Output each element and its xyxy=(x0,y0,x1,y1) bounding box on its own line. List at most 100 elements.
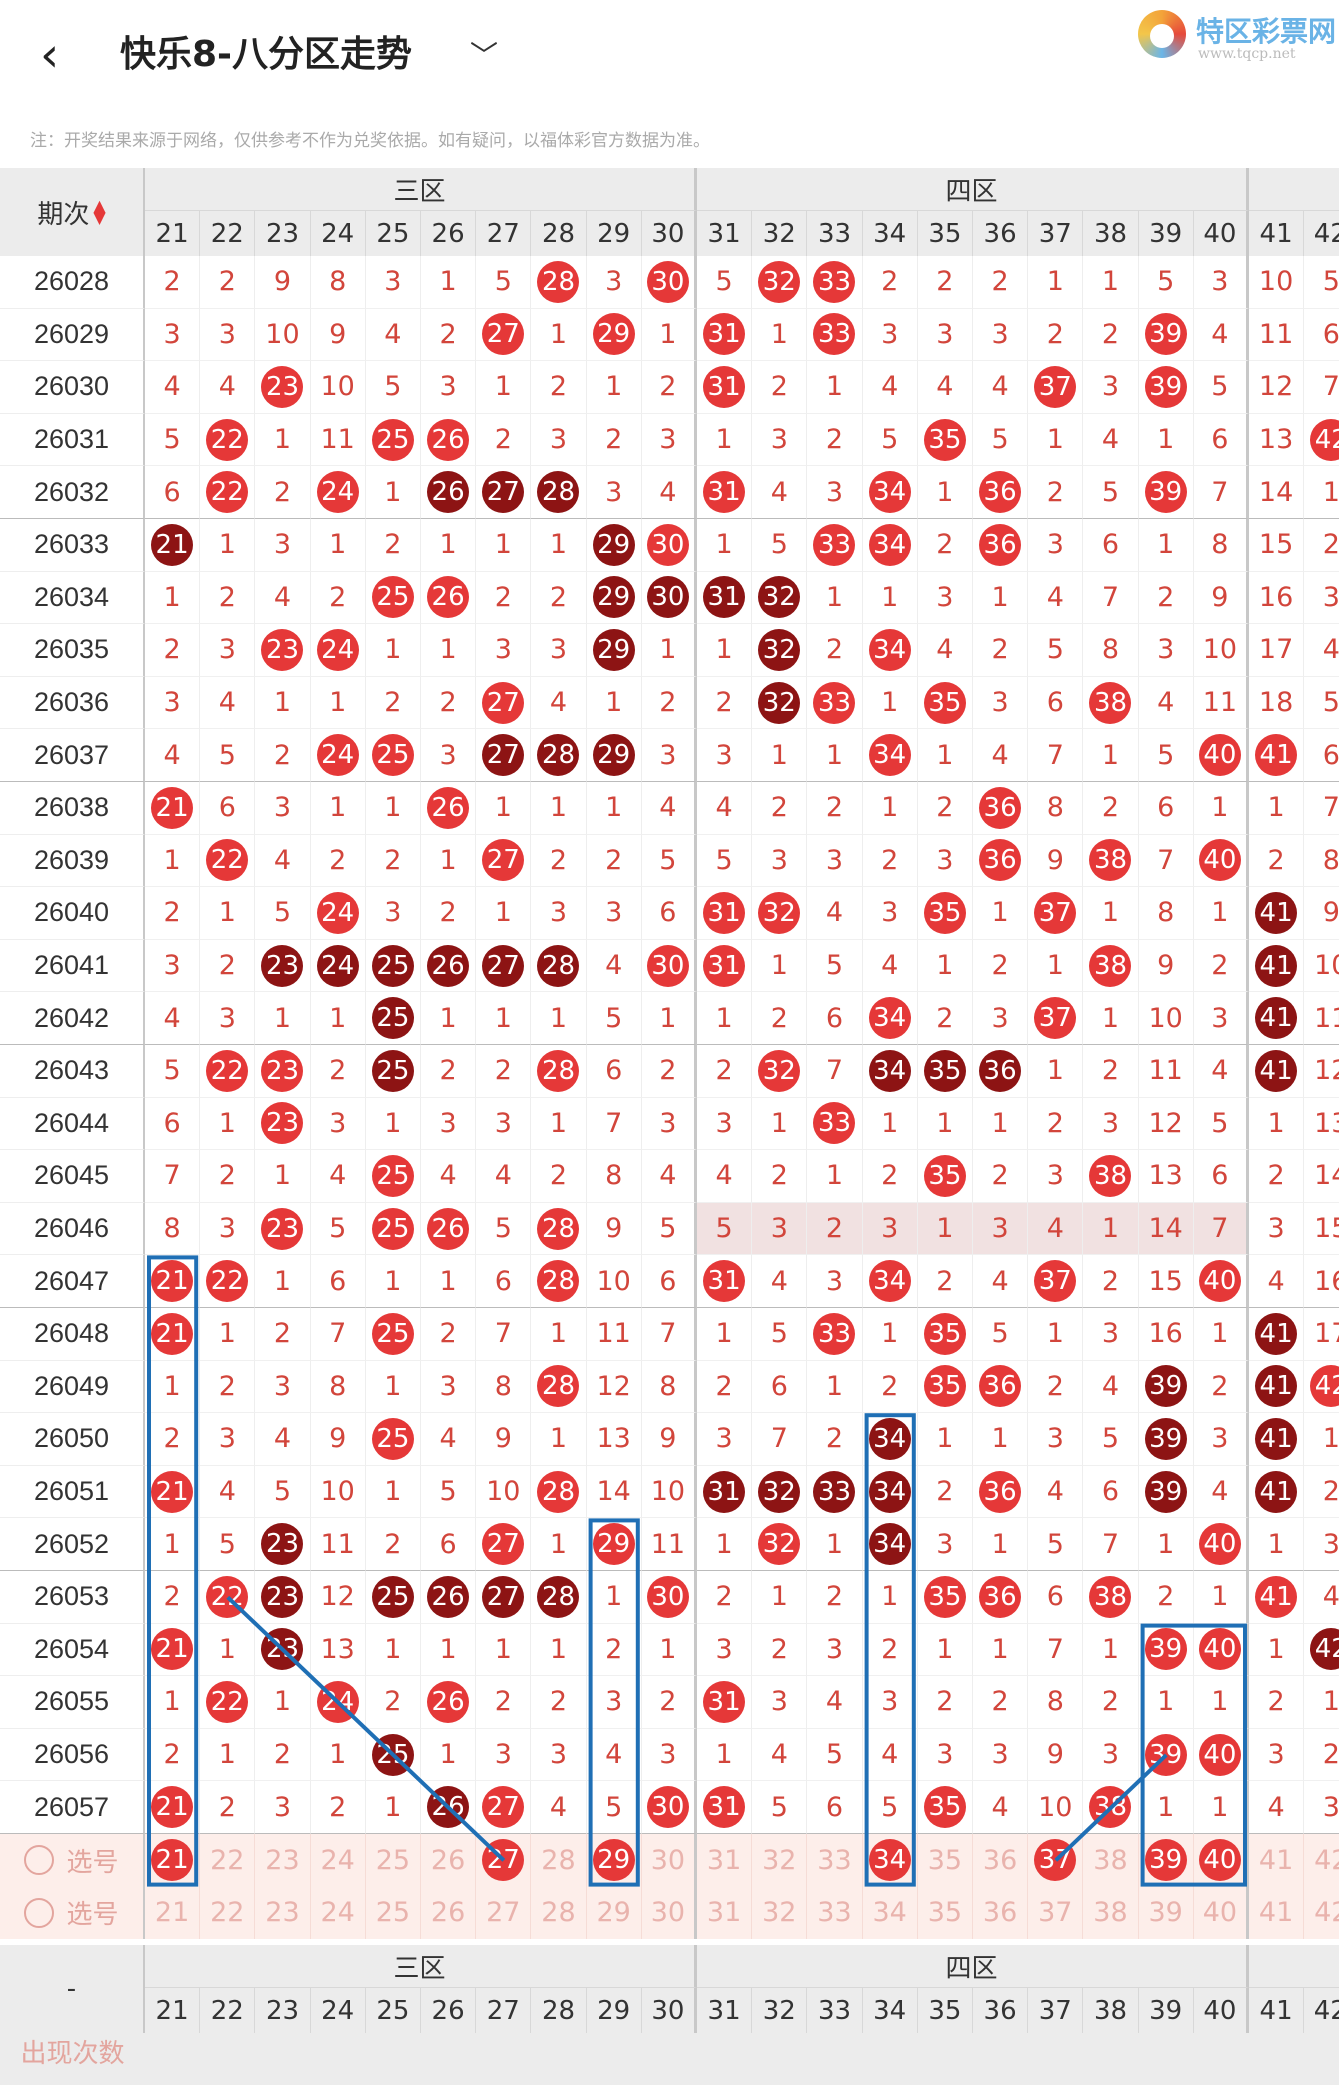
radio-circle-icon[interactable] xyxy=(24,1845,55,1876)
select-number-cell[interactable]: 41 xyxy=(1249,1834,1305,1887)
select-number-cell[interactable]: 30 xyxy=(641,1886,697,1940)
data-cell: 2 xyxy=(421,308,477,362)
back-button[interactable]: ‹ xyxy=(40,30,80,80)
data-cell: 4 xyxy=(1193,1045,1249,1098)
select-number-cell[interactable]: 26 xyxy=(421,1886,477,1940)
select-number-cell[interactable]: 33 xyxy=(807,1886,863,1940)
select-number-cell[interactable]: 25 xyxy=(365,1886,421,1940)
selected-number-ball[interactable]: 37 xyxy=(1034,1839,1077,1882)
data-cell: 3 xyxy=(421,361,477,414)
select-number-cell[interactable]: 28 xyxy=(531,1834,587,1887)
select-number-cell[interactable]: 34 xyxy=(862,1834,918,1887)
select-number-cell[interactable]: 21 xyxy=(145,1834,201,1887)
select-number-cell[interactable]: 31 xyxy=(697,1834,753,1887)
data-cell: 29 xyxy=(586,729,642,782)
radio-circle-icon[interactable] xyxy=(24,1897,55,1928)
period-cell: 26028 xyxy=(0,256,145,309)
data-cell: 41 xyxy=(1249,939,1305,993)
select-number-cell[interactable]: 41 xyxy=(1249,1886,1305,1940)
data-cell: 4 xyxy=(476,1150,532,1203)
page-title[interactable]: 快乐8-八分区走势 xyxy=(120,34,412,75)
select-number-cell[interactable]: 37 xyxy=(1028,1886,1084,1940)
data-cell: 3 xyxy=(255,519,311,572)
period-header[interactable]: 期次 ▲ ▼ xyxy=(0,168,145,256)
select-number-cell[interactable]: 36 xyxy=(973,1886,1029,1940)
select-number-cell[interactable]: 21 xyxy=(145,1886,201,1940)
select-number-cell[interactable]: 36 xyxy=(973,1834,1029,1887)
selected-number-ball[interactable]: 40 xyxy=(1198,1839,1241,1882)
drawn-number-ball: 39 xyxy=(1144,365,1187,408)
select-number-cell[interactable]: 22 xyxy=(200,1886,256,1940)
select-number-cell[interactable]: 33 xyxy=(807,1834,863,1887)
data-cell: 7 xyxy=(807,1045,863,1098)
select-number-cell[interactable]: 30 xyxy=(641,1834,697,1887)
data-cell: 9 xyxy=(586,1202,642,1256)
selected-number-ball[interactable]: 39 xyxy=(1144,1839,1187,1882)
select-number-cell[interactable]: 27 xyxy=(476,1834,532,1887)
select-number-cell[interactable]: 40 xyxy=(1193,1886,1249,1940)
select-number-cell[interactable]: 23 xyxy=(255,1834,311,1887)
data-cell: 2 xyxy=(973,1150,1029,1203)
select-number-cell[interactable]: 42 xyxy=(1304,1834,1339,1887)
footer-column-number: 36 xyxy=(973,1987,1029,2034)
select-number-cell[interactable]: 29 xyxy=(586,1834,642,1887)
data-cell: 2 xyxy=(917,1676,973,1729)
selected-number-ball[interactable]: 27 xyxy=(482,1839,525,1882)
select-number-cell[interactable]: 39 xyxy=(1138,1886,1194,1940)
sort-arrows-icon[interactable]: ▲ ▼ xyxy=(93,196,106,227)
data-cell: 2 xyxy=(200,1150,256,1203)
data-cell: 8 xyxy=(1193,519,1249,572)
data-cell: 21 xyxy=(145,1255,201,1308)
select-number-cell[interactable]: 32 xyxy=(752,1886,808,1940)
data-cell: 2 xyxy=(1028,1360,1084,1414)
select-number-cell[interactable]: 35 xyxy=(917,1886,973,1940)
select-number-cell[interactable]: 35 xyxy=(917,1834,973,1887)
select-number-cell[interactable]: 32 xyxy=(752,1834,808,1887)
select-number-cell[interactable]: 26 xyxy=(421,1834,477,1887)
data-cell: 1 xyxy=(641,992,697,1045)
selected-number-ball[interactable]: 34 xyxy=(868,1839,911,1882)
select-number-cell[interactable]: 38 xyxy=(1083,1886,1139,1940)
drawn-number-ball: 34 xyxy=(868,734,911,777)
data-cell: 1 xyxy=(310,992,366,1045)
select-number-cell[interactable]: 28 xyxy=(531,1886,587,1940)
selected-number-ball[interactable]: 21 xyxy=(151,1839,194,1882)
column-number: 37 xyxy=(1028,210,1084,256)
footer-column-number: 24 xyxy=(310,1987,366,2034)
data-cell: 1 xyxy=(1138,1781,1194,1834)
drawn-number-ball: 32 xyxy=(758,628,801,671)
drawn-number-ball: 25 xyxy=(371,1417,414,1460)
drawn-number-ball: 38 xyxy=(1089,1786,1132,1829)
select-number-cell[interactable]: 38 xyxy=(1083,1834,1139,1887)
drawn-number-ball: 24 xyxy=(316,1680,359,1723)
select-number-cell[interactable]: 42 xyxy=(1304,1886,1339,1940)
data-cell: 1 xyxy=(641,624,697,677)
select-number-cell[interactable]: 24 xyxy=(310,1886,366,1940)
data-cell: 3 xyxy=(421,729,477,782)
drawn-number-ball: 40 xyxy=(1198,734,1241,777)
select-number-cell[interactable]: 39 xyxy=(1138,1834,1194,1887)
drawn-number-ball: 25 xyxy=(371,418,414,461)
select-number-cell[interactable]: 23 xyxy=(255,1886,311,1940)
select-number-cell[interactable]: 22 xyxy=(200,1834,256,1887)
data-cell: 35 xyxy=(917,1571,973,1624)
select-number-cell[interactable]: 34 xyxy=(862,1886,918,1940)
data-cell: 4 xyxy=(862,361,918,414)
select-number-cell[interactable]: 25 xyxy=(365,1834,421,1887)
data-cell: 25 xyxy=(365,1728,421,1782)
select-number-cell[interactable]: 27 xyxy=(476,1886,532,1940)
select-row-label[interactable]: 选号 xyxy=(0,1834,145,1887)
drawn-number-ball: 41 xyxy=(1255,891,1298,934)
data-cell: 7 xyxy=(1028,729,1084,782)
select-number-cell[interactable]: 29 xyxy=(586,1886,642,1940)
data-cell: 3 xyxy=(531,887,587,940)
data-cell: 15 xyxy=(1249,519,1305,572)
select-number-cell[interactable]: 40 xyxy=(1193,1834,1249,1887)
selected-number-ball[interactable]: 29 xyxy=(592,1839,635,1882)
select-number-cell[interactable]: 31 xyxy=(697,1886,753,1940)
select-row-label[interactable]: 选号 xyxy=(0,1886,145,1940)
data-cell: 3 xyxy=(973,676,1029,730)
select-number-cell[interactable]: 37 xyxy=(1028,1834,1084,1887)
select-number-cell[interactable]: 24 xyxy=(310,1834,366,1887)
chevron-down-icon[interactable]: ﹀ xyxy=(470,39,499,72)
